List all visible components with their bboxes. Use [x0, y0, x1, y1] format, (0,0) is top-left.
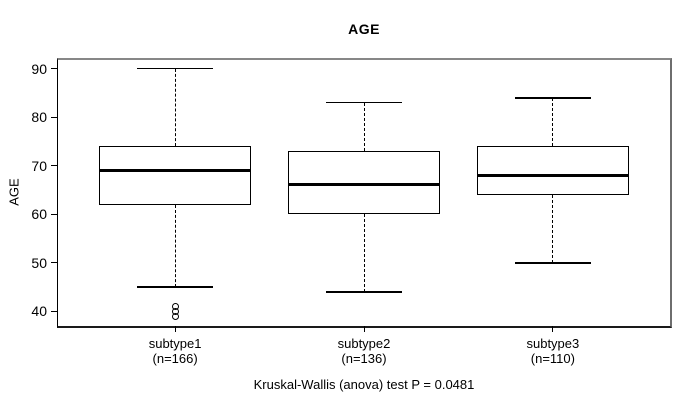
- y-axis-tick-mark: [51, 213, 58, 215]
- y-axis-tick-mark: [51, 68, 58, 70]
- lower-whisker-cap: [326, 291, 402, 293]
- chart-title: AGE: [348, 21, 380, 37]
- lower-whisker-stem: [552, 194, 554, 263]
- upper-whisker-stem: [174, 68, 176, 147]
- x-axis-tick-mark: [552, 326, 554, 332]
- upper-whisker-cap: [326, 101, 402, 104]
- group-name-label: subtype1: [148, 336, 202, 351]
- outlier-point: [171, 312, 179, 320]
- y-axis-tick-mark: [51, 310, 58, 312]
- median-line: [289, 183, 439, 187]
- x-axis-group-label: subtype2 (n=136): [294, 336, 434, 366]
- y-axis-tick-label: 40: [31, 303, 47, 320]
- upper-whisker-stem: [552, 97, 554, 147]
- y-axis-tick-label: 70: [31, 157, 47, 174]
- group-name-label: subtype3: [526, 336, 580, 351]
- median-line: [477, 173, 628, 177]
- lower-whisker-cap: [514, 262, 591, 264]
- median-line: [100, 168, 251, 172]
- y-axis-tick-mark: [51, 262, 58, 264]
- kruskal-wallis-annotation: Kruskal-Wallis (anova) test P = 0.0481: [253, 377, 475, 392]
- iqr-box: [288, 151, 440, 215]
- lower-whisker-stem: [363, 214, 365, 293]
- x-axis-tick-mark: [174, 326, 176, 332]
- group-n-label: (n=110): [530, 350, 575, 366]
- y-axis-tick-mark: [51, 116, 58, 118]
- y-axis-tick-label: 90: [31, 60, 47, 77]
- lower-whisker-cap: [137, 286, 214, 288]
- x-axis-group-label: subtype1 (n=166): [105, 336, 245, 366]
- x-axis-group-label: subtype3 (n=110): [483, 336, 623, 366]
- y-axis-tick-label: 60: [31, 206, 47, 223]
- x-axis-tick-mark: [363, 326, 365, 332]
- upper-whisker-cap: [137, 67, 214, 70]
- upper-whisker-cap: [514, 97, 591, 99]
- iqr-box: [99, 146, 252, 205]
- group-name-label: subtype2: [337, 336, 391, 351]
- group-n-label: (n=136): [341, 350, 387, 366]
- y-axis-tick-mark: [51, 165, 58, 167]
- y-axis-title: AGE: [6, 178, 22, 206]
- lower-whisker-stem: [174, 204, 176, 288]
- group-n-label: (n=166): [152, 350, 198, 366]
- iqr-box: [476, 146, 629, 195]
- y-axis-tick-label: 50: [31, 254, 47, 271]
- upper-whisker-stem: [363, 102, 365, 152]
- y-axis-tick-label: 80: [31, 109, 47, 126]
